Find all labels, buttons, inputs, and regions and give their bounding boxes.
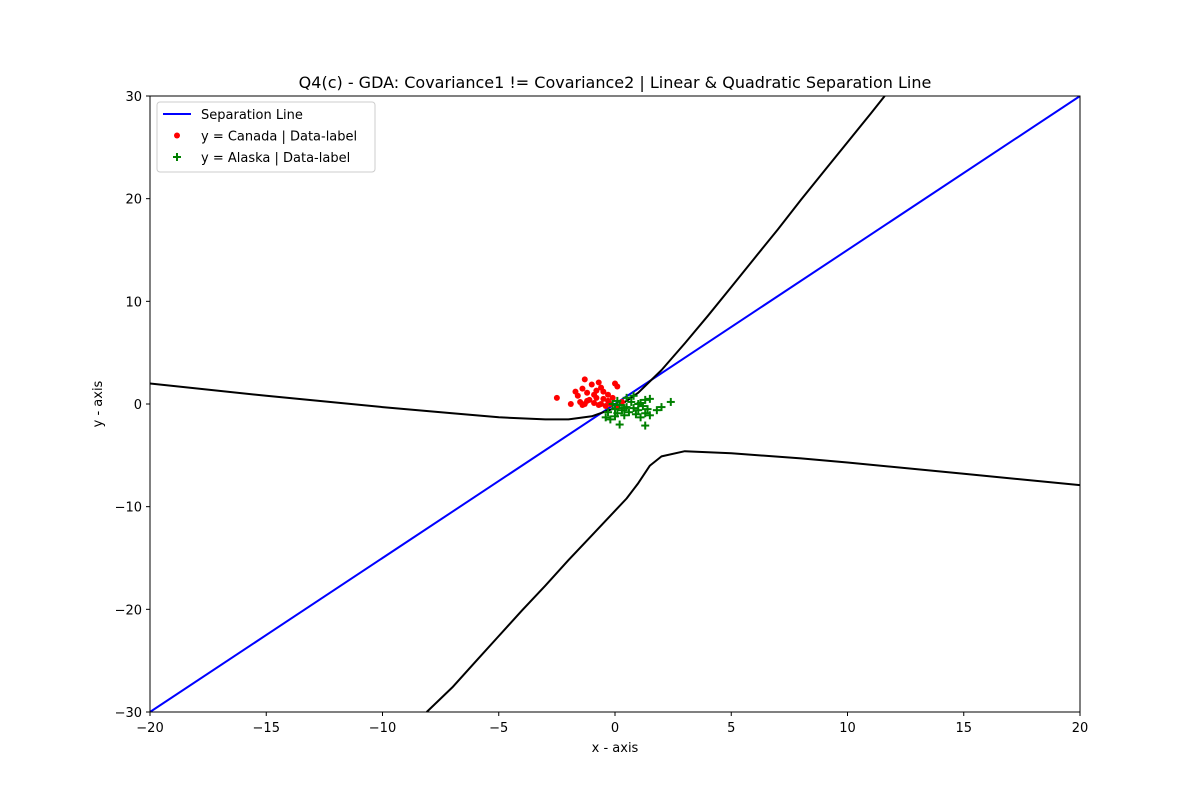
x-axis-label: x - axis	[592, 741, 639, 756]
canada-point	[574, 392, 581, 399]
x-tick-label: −20	[136, 721, 163, 736]
quadratic-boundary-2	[426, 450, 1080, 712]
alaska-point	[629, 391, 638, 400]
alaska-point	[611, 405, 619, 414]
y-tick-label: −30	[115, 706, 142, 721]
chart-title: Q4(c) - GDA: Covariance1 != Covariance2 …	[299, 73, 932, 92]
alaska-point	[608, 400, 617, 408]
canada-point	[584, 389, 591, 396]
alaska-point	[666, 397, 675, 406]
alaska-point	[657, 403, 666, 412]
canada-point	[581, 376, 588, 383]
legend-dot-swatch	[174, 132, 180, 139]
x-tick-label: −15	[253, 721, 280, 736]
x-tick-label: −10	[369, 721, 396, 736]
legend-plus-swatch	[173, 153, 181, 161]
canada-point	[593, 394, 600, 401]
alaska-point	[611, 412, 619, 421]
y-tick-label: −10	[115, 501, 142, 516]
alaska-point	[620, 404, 629, 413]
y-tick-label: −20	[115, 603, 142, 618]
legend-box	[156, 101, 376, 173]
canada-point	[588, 381, 595, 388]
alaska-point	[615, 420, 624, 429]
y-tick-label: 0	[134, 398, 142, 413]
alaska-point	[601, 413, 610, 422]
alaska-point	[606, 415, 615, 424]
alaska-point	[645, 394, 654, 403]
canada-point	[579, 402, 586, 409]
x-tick-label: 20	[1072, 721, 1089, 736]
x-tick-label: 5	[727, 721, 735, 736]
canada-point	[553, 394, 560, 401]
canada-point	[614, 383, 621, 390]
canada-point	[595, 402, 602, 409]
canada-point	[600, 395, 607, 402]
alaska-point	[613, 396, 622, 405]
alaska-point	[641, 421, 650, 430]
canada-point	[567, 401, 574, 407]
canada-point	[591, 399, 598, 406]
alaska-point	[624, 408, 633, 417]
canada-point	[605, 391, 612, 398]
alaska-point	[620, 411, 629, 420]
y-tick-label: 10	[125, 295, 142, 310]
legend: Separation Line y = Canada | Data-label y …	[156, 101, 376, 173]
canada-point	[584, 397, 591, 404]
x-tick-label: 10	[839, 721, 856, 736]
alaska-point	[615, 401, 624, 410]
alaska-point	[622, 393, 631, 402]
legend-label: y = Alaska | Data-label	[201, 151, 350, 166]
alaska-point	[641, 395, 650, 404]
y-tick-label: 20	[125, 193, 142, 208]
legend-label: Separation Line	[201, 108, 303, 123]
alaska-point	[604, 408, 613, 417]
y-axis-label: y - axis	[91, 380, 106, 427]
canada-point	[579, 385, 586, 392]
legend-label: y = Canada | Data-label	[201, 130, 357, 145]
alaska-point	[636, 398, 645, 407]
alaska-point	[641, 409, 650, 418]
canada-point	[602, 403, 609, 410]
canada-point	[609, 394, 616, 401]
alaska-point	[627, 397, 636, 406]
x-tick-label: 0	[611, 721, 619, 736]
canada-point	[593, 387, 600, 394]
alaska-point	[643, 405, 652, 414]
x-tick-label: 15	[955, 721, 972, 736]
alaska-point	[629, 404, 638, 413]
quadratic-boundary-1	[150, 96, 886, 421]
alaska-point	[636, 413, 645, 422]
y-tick-label: 30	[125, 90, 142, 105]
canada-point	[600, 388, 607, 395]
alaska-point	[634, 406, 643, 415]
x-tick-label: −5	[489, 721, 508, 736]
alaska-point	[645, 411, 654, 420]
alaska-point	[631, 410, 640, 419]
alaska-point	[652, 406, 661, 415]
canada-point	[595, 379, 602, 386]
